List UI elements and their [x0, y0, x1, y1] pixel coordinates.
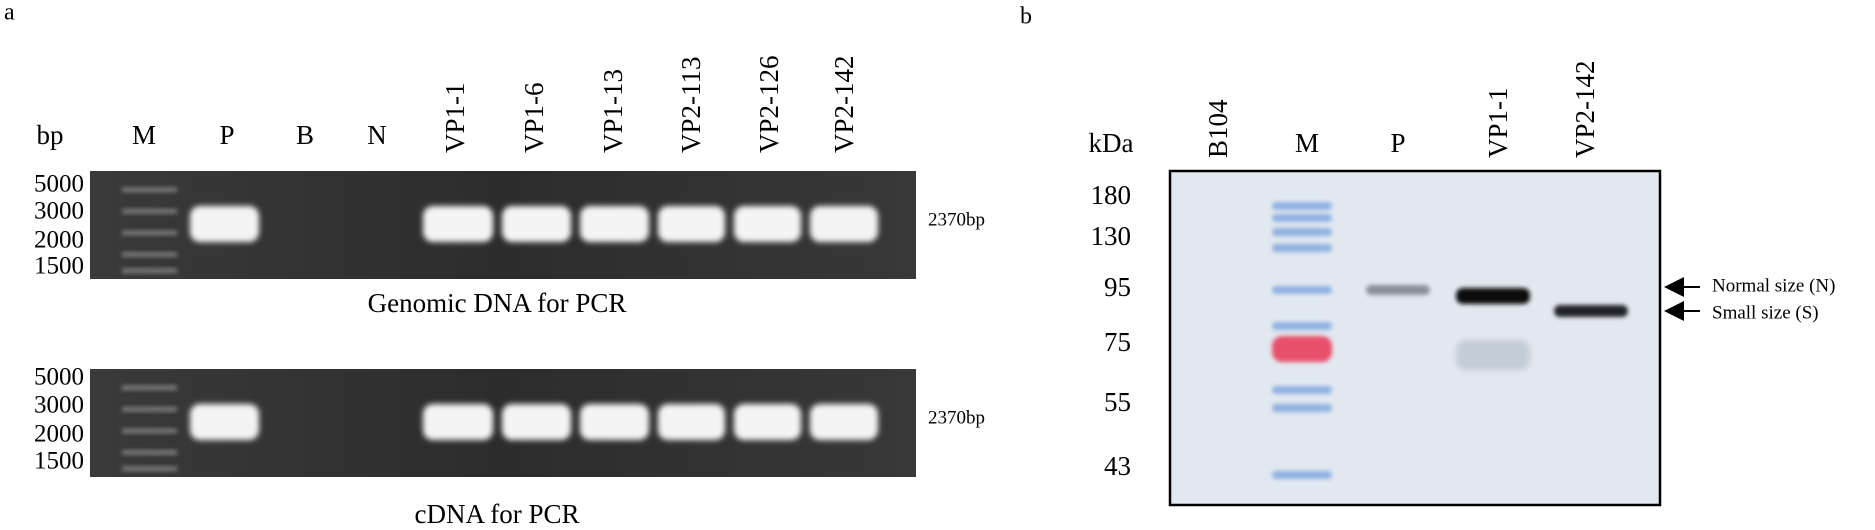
pcr-band [734, 206, 801, 242]
ladder-band [122, 187, 177, 193]
ladder-band [1272, 202, 1332, 210]
ladder-band [122, 230, 177, 236]
marker-label: 1500 [34, 448, 84, 475]
pcr-band [190, 206, 259, 242]
marker-label: 55 [1104, 387, 1131, 417]
unit-label: bp [37, 120, 64, 150]
pcr-band [502, 404, 571, 440]
lane-label: VP2-142 [829, 55, 859, 153]
lane-label: P [219, 120, 234, 150]
marker-label: 3000 [34, 392, 84, 419]
ladder-band [122, 268, 177, 274]
pcr-band [734, 404, 801, 440]
ladder-band [122, 406, 177, 412]
ladder-band [1272, 322, 1332, 330]
ladder-band-red [1272, 336, 1332, 362]
lane-label: VP1-1 [440, 82, 470, 153]
lane-label: VP2-142 [1570, 60, 1600, 158]
ladder-band [122, 385, 177, 391]
ladder-band [1272, 404, 1332, 412]
pcr-band [190, 404, 259, 440]
lane-label: B [296, 120, 314, 150]
ladder-band [122, 450, 177, 455]
marker-label: 130 [1091, 221, 1132, 251]
blot-band [1366, 285, 1430, 295]
ladder-band [1272, 286, 1332, 294]
ladder-band [1272, 228, 1332, 236]
ladder-band [1272, 214, 1332, 222]
marker-label: 95 [1104, 272, 1131, 302]
arrow-label: Small size (S) [1712, 302, 1819, 323]
marker-label: 5000 [34, 171, 84, 198]
lane-label: VP2-126 [754, 55, 784, 153]
pcr-band [810, 206, 878, 242]
lane-label: VP1-13 [598, 69, 628, 153]
band-label: 2370bp [928, 407, 985, 428]
arrow-label: Normal size (N) [1712, 275, 1835, 296]
ladder-band [122, 466, 177, 472]
lane-label: P [1390, 128, 1405, 158]
unit-label: kDa [1089, 128, 1134, 158]
marker-label: 3000 [34, 198, 84, 225]
gel-caption: Genomic DNA for PCR [368, 288, 627, 318]
panel-label: a [4, 0, 15, 26]
ladder-band [1272, 244, 1332, 252]
pcr-band [810, 404, 878, 440]
pcr-band [658, 404, 725, 440]
lane-label: B104 [1203, 99, 1233, 158]
panel-label: b [1020, 4, 1032, 30]
marker-label: 2000 [34, 227, 84, 254]
ladder-band [1272, 471, 1332, 479]
lane-label: VP1-6 [519, 82, 549, 153]
pcr-band [580, 206, 649, 242]
lane-label: M [1295, 128, 1319, 158]
blot-smear [1456, 340, 1530, 370]
marker-label: 5000 [34, 364, 84, 391]
pcr-band [502, 206, 571, 242]
pcr-band [658, 206, 725, 242]
gel-caption: cDNA for PCR [414, 499, 579, 529]
blot-band [1456, 288, 1530, 304]
lane-label: M [132, 120, 156, 150]
marker-label: 180 [1091, 180, 1132, 210]
marker-label: 43 [1104, 451, 1131, 481]
ladder-band [122, 208, 177, 214]
lane-label: VP2-113 [676, 56, 706, 153]
marker-label: 1500 [34, 253, 84, 280]
pcr-band [423, 404, 493, 440]
pcr-band [580, 404, 649, 440]
lane-label: N [367, 120, 387, 150]
ladder-band [122, 428, 177, 434]
marker-label: 75 [1104, 327, 1131, 357]
ladder-band [1272, 386, 1332, 394]
blot [1168, 169, 1662, 507]
marker-label: 2000 [34, 421, 84, 448]
lane-label: VP1-1 [1483, 87, 1513, 158]
ladder-band [122, 252, 177, 257]
blot-band [1554, 305, 1628, 317]
band-label: 2370bp [928, 209, 985, 230]
pcr-band [423, 206, 493, 242]
